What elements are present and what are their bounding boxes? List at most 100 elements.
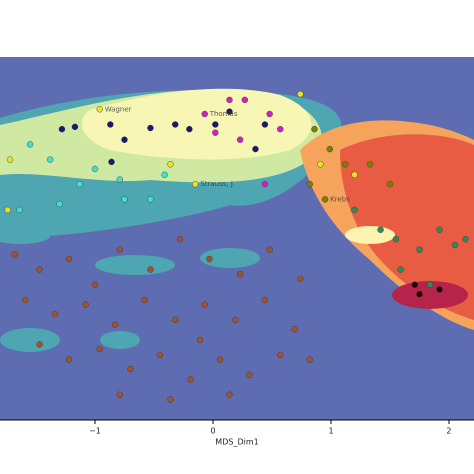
point xyxy=(416,290,423,298)
point xyxy=(212,121,219,128)
point xyxy=(121,136,128,143)
point xyxy=(277,125,284,133)
point xyxy=(366,161,374,168)
point xyxy=(71,123,79,131)
point xyxy=(226,96,233,104)
point xyxy=(236,271,244,278)
point xyxy=(261,296,269,304)
point xyxy=(121,196,128,203)
point xyxy=(451,241,459,249)
point xyxy=(187,376,194,383)
point xyxy=(56,200,63,208)
point xyxy=(76,180,83,188)
point xyxy=(111,321,119,328)
point xyxy=(186,125,193,133)
point xyxy=(416,246,423,253)
point-label: Krebs xyxy=(330,195,350,203)
point xyxy=(36,341,43,348)
point xyxy=(172,316,179,324)
point xyxy=(91,165,99,173)
point xyxy=(161,171,168,179)
point xyxy=(462,235,469,243)
point xyxy=(147,266,154,273)
point xyxy=(82,301,89,308)
x-tick-label: −1 xyxy=(89,427,101,436)
point-label: Thomas xyxy=(209,110,238,118)
point xyxy=(167,161,174,168)
point xyxy=(196,336,204,343)
point xyxy=(306,356,313,363)
point xyxy=(147,196,154,203)
point xyxy=(4,206,11,214)
point xyxy=(26,141,34,148)
point xyxy=(11,251,18,258)
point xyxy=(261,121,269,128)
point xyxy=(167,396,174,403)
point xyxy=(392,235,400,243)
point xyxy=(192,180,199,188)
point xyxy=(91,281,99,288)
point xyxy=(326,145,334,153)
point xyxy=(277,351,284,359)
point xyxy=(311,125,318,133)
point xyxy=(65,255,73,263)
point xyxy=(212,129,219,136)
x-tick-label: 0 xyxy=(210,427,215,436)
point xyxy=(232,316,239,324)
point xyxy=(297,275,304,283)
point xyxy=(411,281,418,288)
point-label: Strauss, J. xyxy=(200,180,235,188)
point xyxy=(226,391,233,398)
point xyxy=(386,180,394,188)
point xyxy=(377,226,384,233)
point xyxy=(6,156,14,163)
point xyxy=(46,156,54,163)
point xyxy=(426,281,434,288)
point xyxy=(201,110,208,118)
point xyxy=(16,206,23,214)
point-label: Wagner xyxy=(105,105,132,113)
point xyxy=(351,206,358,214)
point xyxy=(58,125,66,133)
point xyxy=(291,326,298,333)
point xyxy=(51,310,59,318)
point xyxy=(317,161,324,168)
point xyxy=(96,345,103,353)
point xyxy=(266,110,273,118)
point xyxy=(65,356,73,363)
point xyxy=(351,171,358,179)
point xyxy=(141,296,148,304)
x-tick-label: 1 xyxy=(328,427,333,436)
x-tick-label: 2 xyxy=(446,427,451,436)
point xyxy=(397,266,404,273)
point xyxy=(108,158,115,166)
point xyxy=(116,246,123,253)
point xyxy=(216,356,224,363)
point xyxy=(306,180,313,188)
point xyxy=(241,96,249,104)
point xyxy=(96,106,103,113)
point xyxy=(22,296,29,304)
point xyxy=(36,266,43,273)
point xyxy=(147,124,154,132)
point xyxy=(127,365,134,373)
point xyxy=(341,161,349,168)
point xyxy=(176,235,184,243)
point xyxy=(266,246,273,253)
point xyxy=(252,145,259,153)
point xyxy=(436,226,443,233)
point xyxy=(116,391,123,398)
point xyxy=(201,301,208,308)
point xyxy=(246,371,253,379)
x-axis-label: MDS_Dim1 xyxy=(215,438,258,447)
point xyxy=(321,196,329,203)
point xyxy=(116,176,123,183)
point xyxy=(226,108,233,115)
point xyxy=(236,136,244,143)
point xyxy=(261,180,269,188)
point xyxy=(436,286,443,293)
point xyxy=(156,351,164,359)
point xyxy=(297,90,304,98)
point xyxy=(107,121,114,128)
